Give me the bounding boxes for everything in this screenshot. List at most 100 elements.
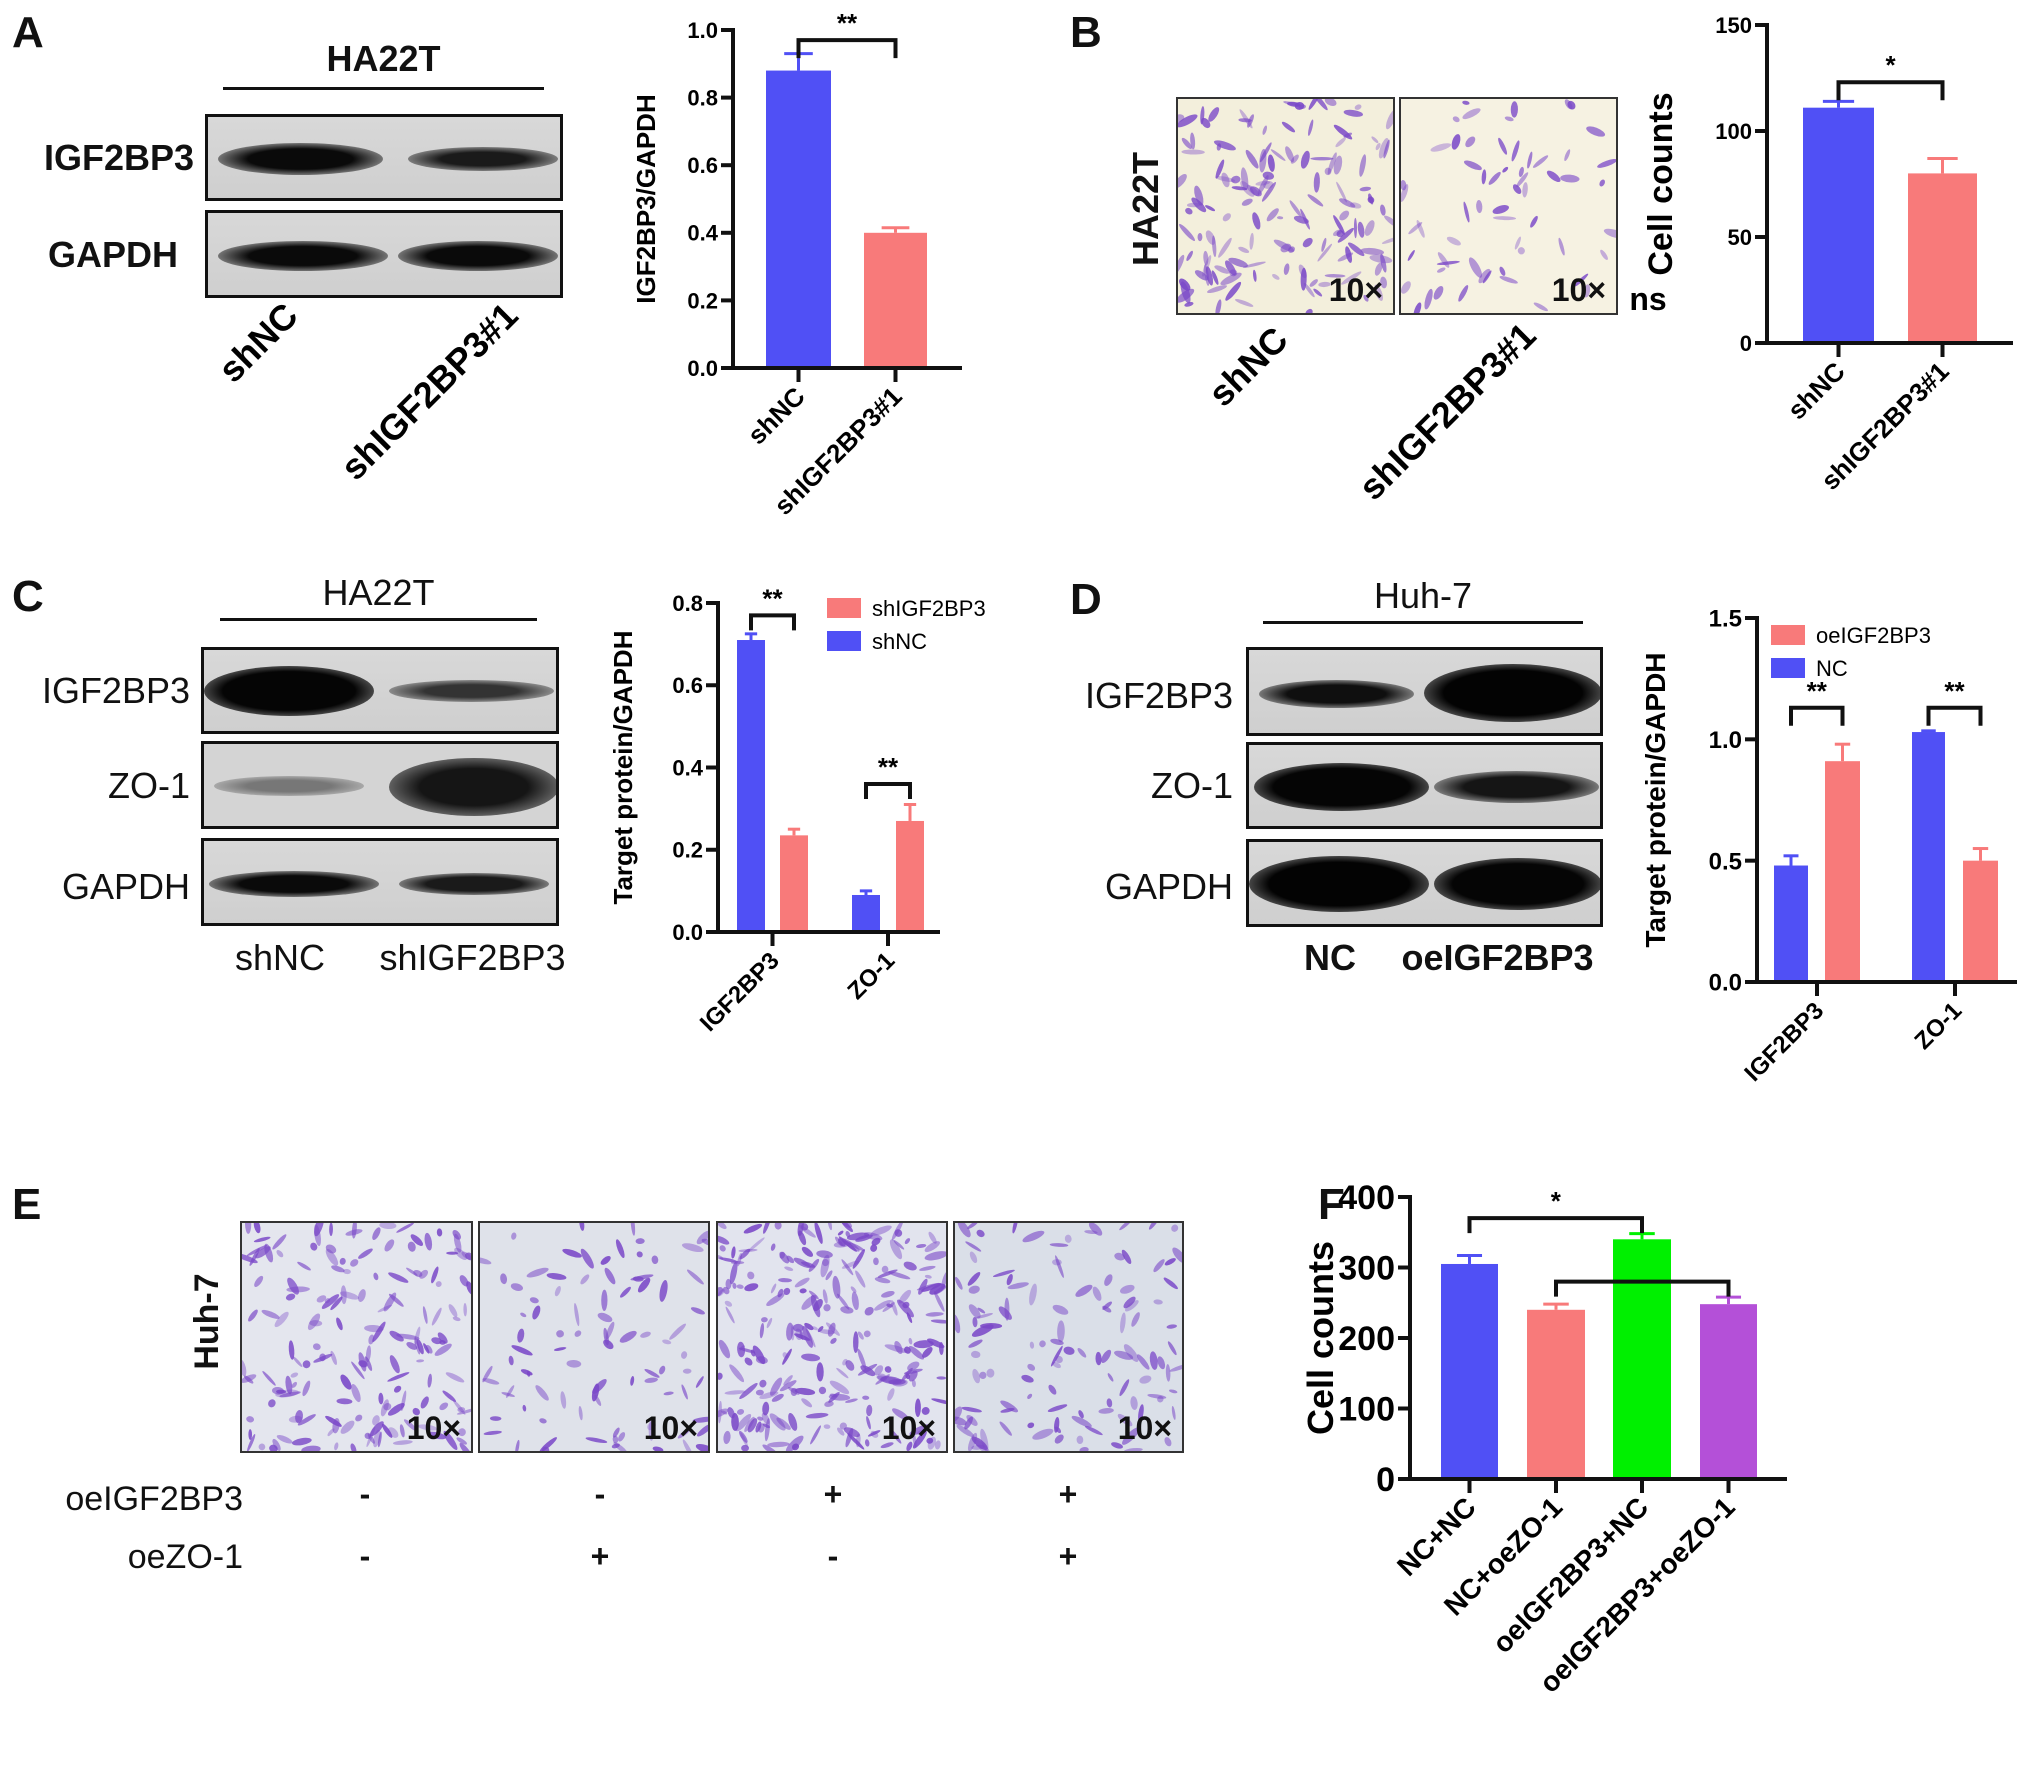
stained-cell [637,1277,651,1293]
stained-cell [1153,1299,1163,1305]
stained-cell [830,1337,837,1344]
stained-cell [340,1285,347,1305]
stained-cell [1225,260,1237,276]
stained-cell [908,1337,913,1345]
stained-cell [808,1258,820,1272]
stained-cell [1532,155,1549,168]
stained-cell [482,1365,493,1383]
stained-cell [636,1251,643,1258]
panel-label-e: E [12,1180,42,1229]
stained-cell [253,1223,261,1234]
legend-label: oeIGF2BP3 [1816,623,1931,648]
y-tick-label: 0.5 [1709,848,1742,875]
stained-cell [431,1337,442,1345]
stained-cell [1138,1404,1144,1423]
stained-cell [725,1278,732,1290]
stained-cell [396,1333,420,1340]
stained-cell [351,1361,365,1380]
stained-cell [253,1236,271,1243]
stained-cell [927,1338,945,1349]
stained-cell [924,1274,932,1279]
stained-cell [887,1388,895,1401]
stained-cell [1139,1375,1152,1384]
stained-cell [383,1292,397,1312]
stained-cell [1257,175,1269,196]
stained-cell [1339,210,1350,221]
stained-cell [744,1416,755,1433]
stained-cell [556,1330,564,1338]
stained-cell [718,1400,722,1424]
stained-cell [1574,273,1589,287]
stained-cell [1092,1286,1102,1301]
stained-cell [1530,215,1538,228]
stained-cell [1560,174,1580,183]
stained-cell [1050,1345,1063,1367]
stained-cell [1214,265,1230,274]
condition-label-oezo1: oeZO-1 [127,1538,243,1576]
stained-cell [1213,140,1236,151]
stained-cell [383,1403,392,1411]
stained-cell [1333,215,1345,235]
bar [1613,1239,1671,1479]
stained-cell [846,1232,870,1241]
panel-label-b: B [1070,8,1102,57]
stained-cell [1098,1408,1114,1414]
stained-cell [330,1350,337,1366]
stained-cell [1222,213,1231,222]
stained-cell [419,1269,429,1279]
stained-cell [894,1340,903,1355]
stained-cell [837,1230,844,1236]
stained-cell [1517,247,1525,255]
stained-cell [1364,220,1375,236]
stained-cell [840,1306,854,1314]
y-axis-label: Target protein/GAPDH [608,631,638,905]
stained-cell [1308,119,1314,136]
stained-cell [1401,184,1409,202]
chart-panel-a: 0.00.20.40.60.81.0IGF2BP3/GAPDHshNCshIGF… [631,8,962,521]
stained-cell [1383,139,1390,159]
blot-a-row-label: IGF2BP3 [43,137,194,178]
stained-cell [891,1300,898,1316]
stained-cell [242,1359,247,1377]
blot-c-row-label: ZO-1 [107,765,190,806]
stained-cell [1564,99,1573,110]
bar [766,70,831,368]
stained-cell [787,1387,800,1395]
stained-cell [759,1322,765,1339]
stained-cell [1597,158,1616,168]
micro-b-lane-label: shNC [1200,319,1295,414]
stained-cell [1186,250,1193,262]
stained-cell [454,1247,468,1260]
stained-cell [291,1437,312,1446]
stained-cell [695,1444,708,1451]
stained-cell [364,1432,372,1440]
stained-cell [1546,170,1561,182]
stained-cell [903,1346,911,1354]
stained-cell [1124,1447,1143,1451]
stained-cell [651,1255,659,1265]
stained-cell [876,1375,900,1384]
stained-cell [912,1430,927,1449]
stained-cell [461,1251,471,1260]
stained-cell [1027,1393,1033,1400]
stained-cell [316,1295,327,1303]
stained-cell [1452,116,1460,123]
blot-d-row-label: ZO-1 [1150,765,1233,806]
stained-cell [1300,267,1307,291]
stained-cell [249,1248,260,1266]
stained-cell [955,1276,963,1290]
bar [1441,1263,1498,1479]
stained-cell [776,1417,791,1430]
significance-label: * [1551,1186,1562,1216]
stained-cell [632,1276,644,1282]
stained-cell [483,1430,502,1436]
blot-d-igf2bp3 [1246,647,1603,736]
stained-cell [770,1243,776,1251]
stained-cell [1104,1274,1113,1286]
stained-cell [1148,1223,1160,1230]
stained-cell [1027,1363,1036,1371]
stained-cell [1324,274,1346,278]
stained-cell [1378,138,1389,159]
stained-cell [827,1223,833,1231]
